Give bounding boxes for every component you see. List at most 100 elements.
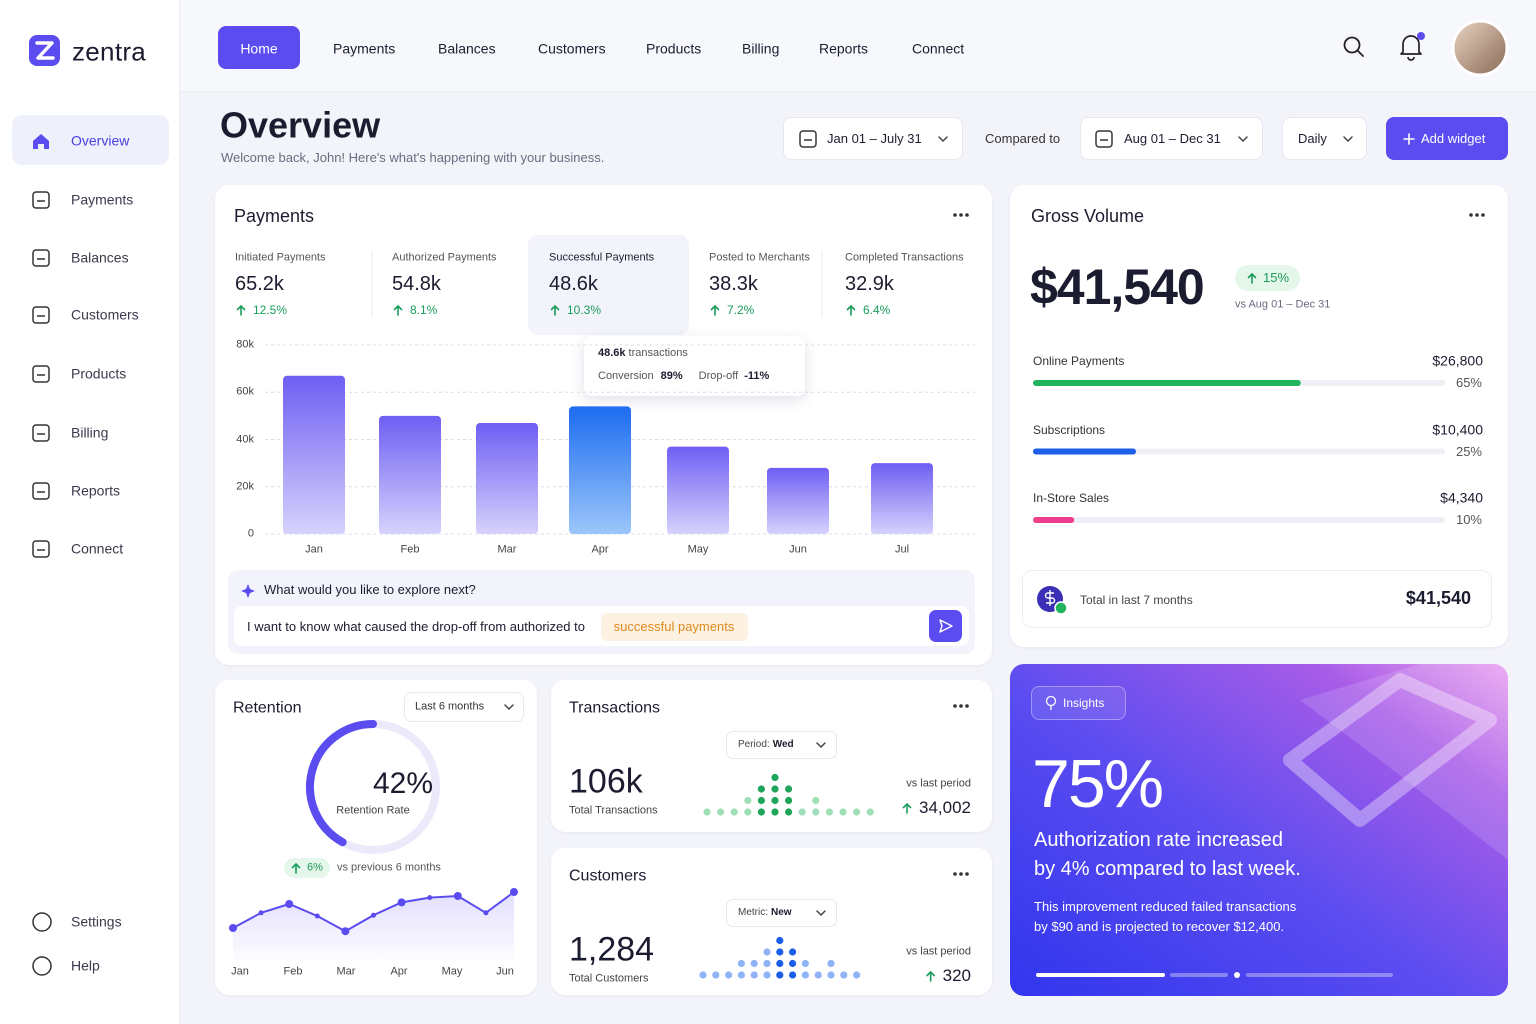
sidebar-item[interactable]: Balances xyxy=(71,249,129,266)
x-tick-label: Feb xyxy=(400,543,420,556)
insights-body: by $90 and is projected to recover $12,4… xyxy=(1034,919,1285,935)
x-tick-label: Jun xyxy=(496,965,514,978)
top-nav-item[interactable]: Connect xyxy=(912,40,965,57)
kpi-change: 7.2% xyxy=(727,302,755,317)
prompt-question: What would you like to explore next? xyxy=(264,582,476,598)
filter-value: New xyxy=(771,907,792,918)
card-title: Transactions xyxy=(569,699,660,717)
y-tick-label: 0 xyxy=(247,527,254,540)
top-nav-item[interactable]: Customers xyxy=(538,40,606,57)
x-tick-label: Jan xyxy=(231,965,249,978)
insights-headline: Authorization rate increased xyxy=(1034,829,1284,851)
kpi-value: 48.6k xyxy=(549,273,598,295)
y-tick-label: 60k xyxy=(236,385,254,398)
comparison-label: vs last period xyxy=(906,945,971,958)
compared-label: Compared to xyxy=(985,131,1061,147)
sidebar-item[interactable]: Products xyxy=(71,365,127,382)
tooltip: 48.6k transactions Conversion 89% Drop-off -1… xyxy=(584,336,805,396)
retention-rate: 42% xyxy=(373,767,434,800)
breakdown-amount: $4,340 xyxy=(1440,489,1483,506)
insights-headline: by 4% compared to last week. xyxy=(1034,858,1301,880)
gross-value: $41,540 xyxy=(1030,259,1205,315)
retention-caption: Retention Rate xyxy=(336,804,410,817)
kpi-value: 54.8k xyxy=(392,273,441,295)
kpi-change: 8.1% xyxy=(410,302,438,317)
retention-card xyxy=(215,680,537,995)
gross-change: 15% xyxy=(1263,270,1290,286)
x-tick-label: Jun xyxy=(789,543,807,556)
filter-value: Wed xyxy=(772,739,794,750)
page-subtitle: Welcome back, John! Here's what's happen… xyxy=(221,150,605,166)
kpi-label: Completed Transactions xyxy=(845,251,964,264)
card-title: Gross Volume xyxy=(1031,206,1145,227)
kpi-highlight xyxy=(528,235,689,335)
sidebar-footer-item[interactable]: Settings xyxy=(71,913,122,930)
kpi-label: Posted to Merchants xyxy=(709,251,810,264)
retention-comparison: vs previous 6 months xyxy=(337,861,441,874)
period-select[interactable] xyxy=(404,692,524,722)
top-nav-item[interactable]: Reports xyxy=(819,40,869,57)
x-tick-label: Jul xyxy=(894,543,910,556)
metric-value: 1,284 xyxy=(569,930,655,969)
metric-caption: Total Customers xyxy=(569,972,649,985)
card-title: Payments xyxy=(234,206,315,227)
filter-select[interactable]: Metric: New xyxy=(726,899,837,927)
breakdown-share: 65% xyxy=(1455,375,1482,391)
brand-name: zentra xyxy=(72,36,147,67)
tooltip-label: Conversion xyxy=(598,370,654,382)
sidebar-item[interactable]: Customers xyxy=(71,306,139,323)
filter-select[interactable]: Period: Wed xyxy=(726,731,837,759)
tooltip-unit: transactions xyxy=(628,347,688,359)
compare-range: Aug 01 – Dec 31 xyxy=(1124,131,1221,147)
sidebar-footer-item[interactable]: Help xyxy=(71,957,100,974)
filter-label: Period: xyxy=(738,739,770,750)
y-tick-label: 40k xyxy=(236,432,254,445)
top-nav-item[interactable]: Products xyxy=(646,40,702,57)
sidebar-item[interactable]: Overview xyxy=(71,132,130,149)
metric-caption: Total Transactions xyxy=(569,804,658,817)
tooltip-row: 48.6k transactions xyxy=(598,347,688,359)
total-label: Total in last 7 months xyxy=(1080,592,1193,607)
total-value: $41,540 xyxy=(1405,588,1471,609)
date-range: Jan 01 – July 31 xyxy=(827,131,922,147)
filter-row: Metric: New xyxy=(738,907,792,918)
insights-card xyxy=(1010,664,1508,996)
period-value: Last 6 months xyxy=(415,700,485,713)
suggestion-chip[interactable] xyxy=(601,613,748,641)
card-title: Customers xyxy=(569,867,647,885)
tooltip-value: -11% xyxy=(744,370,770,382)
metric-value: 106k xyxy=(569,762,643,801)
breakdown-share: 10% xyxy=(1455,512,1482,528)
filter-label: Metric: xyxy=(738,907,768,918)
y-tick-label: 80k xyxy=(236,338,254,351)
delta-value: 34,002 xyxy=(919,797,971,817)
y-tick-label: 20k xyxy=(236,480,254,493)
sidebar-item[interactable]: Reports xyxy=(71,482,121,499)
tooltip-value: 48.6k xyxy=(598,347,626,359)
breakdown-label: Online Payments xyxy=(1033,353,1125,368)
sidebar-item[interactable]: Billing xyxy=(71,424,109,441)
suggestion-text: successful payments xyxy=(613,619,735,635)
card-title: Retention xyxy=(233,699,302,717)
delta-value: 320 xyxy=(942,965,971,985)
top-nav-item[interactable]: Balances xyxy=(438,40,496,57)
logo xyxy=(29,35,60,66)
breakdown-label: In-Store Sales xyxy=(1033,490,1110,505)
granularity-select[interactable] xyxy=(1282,117,1367,160)
sidebar-item[interactable]: Connect xyxy=(71,540,124,557)
kpi-label: Initiated Payments xyxy=(235,251,326,264)
x-tick-label: Apr xyxy=(390,965,408,978)
x-tick-label: May xyxy=(687,543,709,556)
nav-home-button[interactable] xyxy=(218,26,300,69)
x-tick-label: Apr xyxy=(591,543,609,556)
sidebar-item[interactable]: Payments xyxy=(71,191,134,208)
tooltip-row: Conversion 89% Drop-off -11% xyxy=(598,370,769,382)
add-widget-label: Add widget xyxy=(1421,131,1486,147)
top-nav-item[interactable]: Billing xyxy=(742,40,780,57)
top-nav-item[interactable]: Home xyxy=(240,40,278,57)
send-button[interactable] xyxy=(929,610,962,642)
breakdown-share: 25% xyxy=(1455,443,1482,459)
top-nav-item[interactable]: Payments xyxy=(333,40,396,57)
insights-body: This improvement reduced failed transact… xyxy=(1034,899,1297,915)
x-tick-label: Mar xyxy=(497,543,517,556)
